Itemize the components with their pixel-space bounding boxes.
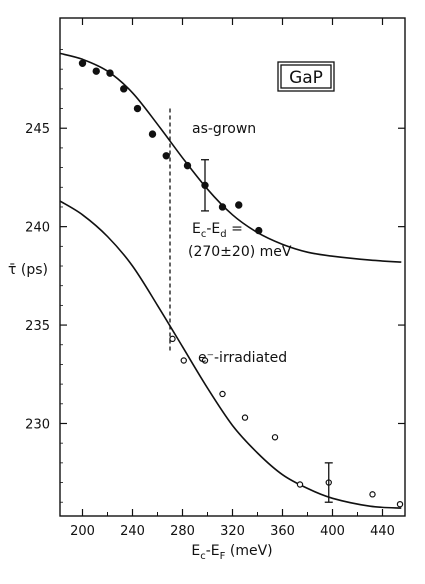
x-tick-label: 280 bbox=[170, 524, 195, 539]
as-grown-point bbox=[148, 130, 157, 138]
label-fragment: c bbox=[201, 229, 207, 240]
irradiated-point bbox=[241, 414, 249, 421]
material-box-outer bbox=[277, 61, 335, 92]
x-axis-title: Ec-EF (meV) bbox=[191, 543, 272, 562]
as-grown-point bbox=[235, 201, 243, 209]
irradiated-point bbox=[180, 357, 187, 364]
as-grown-point bbox=[162, 152, 170, 160]
as-grown-point bbox=[218, 203, 227, 211]
as-grown-point bbox=[133, 104, 142, 113]
y-axis-title: τ̄ (ps) bbox=[8, 262, 48, 278]
as-grown-point bbox=[120, 85, 128, 93]
x-tick-label: 360 bbox=[270, 524, 295, 539]
error-bars bbox=[201, 159, 333, 503]
x-tick-label: 240 bbox=[120, 524, 145, 539]
as-grown-point bbox=[92, 67, 100, 75]
irradiated-point bbox=[369, 491, 376, 498]
y-tick-label: 240 bbox=[25, 221, 50, 236]
irradiated-point bbox=[219, 390, 226, 398]
irradiated-point bbox=[296, 481, 304, 488]
x-axis-ticks: 200 240 280 320 360 400 440 bbox=[70, 18, 395, 539]
as-grown-point bbox=[106, 69, 114, 77]
plot-border bbox=[59, 17, 406, 517]
irradiated-point bbox=[201, 357, 209, 364]
as-grown-point bbox=[78, 59, 87, 67]
y-tick-label: 245 bbox=[25, 122, 50, 137]
x-tick-label: 200 bbox=[70, 524, 95, 539]
irradiated-point bbox=[271, 434, 279, 441]
material-box-inner bbox=[280, 64, 332, 89]
irradiated-fit-curve bbox=[59, 200, 402, 509]
y-axis-ticks: 230 235 240 245 bbox=[25, 49, 405, 503]
label-fragment: d bbox=[220, 229, 226, 240]
label-fragment: -E bbox=[206, 543, 220, 559]
plot-frame bbox=[59, 17, 406, 517]
label-fragment: = bbox=[227, 221, 243, 237]
threshold-label: Ec-Ed = bbox=[192, 221, 243, 240]
label-fragment: E bbox=[192, 221, 201, 237]
x-tick-label: 320 bbox=[220, 524, 245, 539]
as-grown-point bbox=[183, 161, 192, 170]
label-fragment: c bbox=[200, 551, 206, 562]
label-fragment: (meV) bbox=[225, 543, 272, 559]
data-points bbox=[78, 59, 404, 508]
irradiated-point bbox=[396, 500, 404, 508]
y-tick-label: 235 bbox=[25, 319, 50, 334]
label-fragment: -E bbox=[206, 221, 220, 237]
x-tick-label: 440 bbox=[370, 524, 395, 539]
irradiated-label: e⁻-irradiated bbox=[198, 350, 287, 366]
as-grown-point bbox=[255, 226, 263, 235]
material-label: GaP bbox=[289, 68, 323, 88]
y-tick-label: 230 bbox=[25, 417, 50, 432]
as-grown-label: as-grown bbox=[192, 121, 256, 137]
label-fragment: F bbox=[220, 551, 226, 562]
irradiated-point bbox=[169, 335, 176, 343]
material-label-box: GaP bbox=[277, 61, 335, 92]
label-fragment: E bbox=[191, 543, 200, 559]
threshold-value: (270±20) meV bbox=[188, 244, 292, 260]
x-tick-label: 400 bbox=[320, 524, 345, 539]
